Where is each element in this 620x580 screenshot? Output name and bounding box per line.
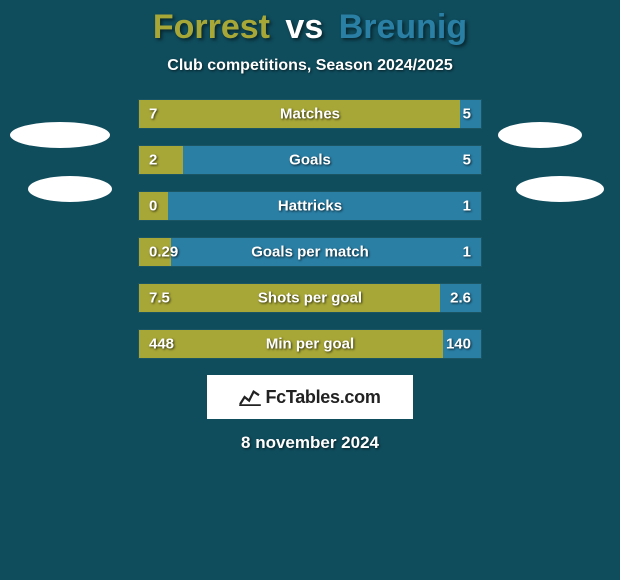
stat-label: Hattricks: [278, 198, 342, 215]
stat-left-value: 448: [149, 336, 174, 353]
stat-left-value: 7: [149, 106, 157, 123]
chart-icon: [239, 388, 261, 406]
stat-row: 448 140 Min per goal: [138, 329, 482, 359]
team1-logo-placeholder: [28, 176, 112, 202]
stat-label: Min per goal: [266, 336, 354, 353]
stat-left-value: 0.29: [149, 244, 178, 261]
date-text: 8 november 2024: [0, 433, 620, 453]
stat-label: Goals per match: [251, 244, 369, 261]
stat-label: Matches: [280, 106, 340, 123]
stat-row: 7 5 Matches: [138, 99, 482, 129]
player2-photo-placeholder: [498, 122, 582, 148]
stat-row: 2 5 Goals: [138, 145, 482, 175]
source-badge: FcTables.com: [207, 375, 413, 419]
player1-photo-placeholder: [10, 122, 110, 148]
bar-left: [139, 146, 185, 174]
player1-name: Forrest: [153, 8, 270, 46]
stat-left-value: 2: [149, 152, 157, 169]
stat-right-value: 1: [463, 244, 471, 261]
vs-text: vs: [285, 8, 323, 46]
stat-right-value: 5: [463, 106, 471, 123]
source-text: FcTables.com: [265, 387, 380, 408]
team2-logo-placeholder: [516, 176, 604, 202]
stat-left-value: 0: [149, 198, 157, 215]
stat-left-value: 7.5: [149, 290, 170, 307]
stat-right-value: 1: [463, 198, 471, 215]
stat-label: Goals: [289, 152, 331, 169]
stat-label: Shots per goal: [258, 290, 362, 307]
stats-area: 7 5 Matches 2 5 Goals 0 1 Hattricks 0.29 1 Goals pe…: [138, 99, 482, 359]
subtitle: Club competitions, Season 2024/2025: [0, 57, 620, 75]
bar-right: [183, 146, 481, 174]
stat-right-value: 5: [463, 152, 471, 169]
player2-name: Breunig: [339, 8, 467, 46]
stat-right-value: 140: [446, 336, 471, 353]
stat-row: 7.5 2.6 Shots per goal: [138, 283, 482, 313]
stat-row: 0 1 Hattricks: [138, 191, 482, 221]
stat-right-value: 2.6: [450, 290, 471, 307]
comparison-title: Forrest vs Breunig: [0, 0, 620, 47]
stat-row: 0.29 1 Goals per match: [138, 237, 482, 267]
